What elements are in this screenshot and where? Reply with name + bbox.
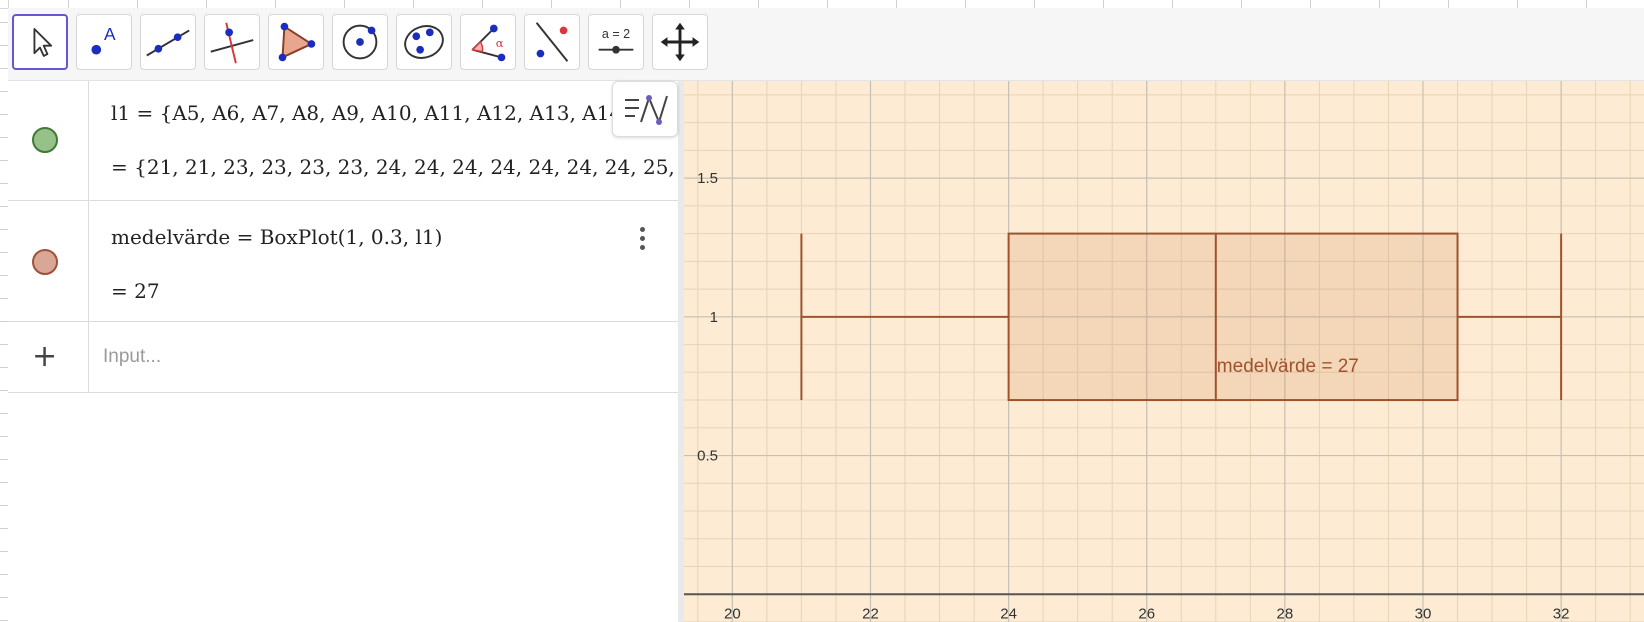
circle-center-point-tool-icon (342, 24, 378, 60)
x-tick-label: 26 (1138, 605, 1155, 622)
graphics-canvas[interactable]: 20 22 24 26 28 30 32 0.5 1 1.5 medelvärde = 27 (684, 81, 1644, 622)
graphics-background (684, 81, 1644, 622)
boxplot-label: medelvärde = 27 (1217, 356, 1359, 377)
y-tick-label: 1.5 (697, 170, 718, 187)
polygon-tool-icon (278, 22, 316, 62)
medelvarde-value: = 27 (111, 279, 160, 303)
slider-tool-icon: a = 2 (598, 27, 634, 54)
visibility-toggle-l1[interactable] (32, 127, 58, 153)
algebra-row-l1[interactable]: l1 = {A5, A6, A7, A8, A9, A10, A11, A12,… (8, 81, 678, 201)
algebra-row-gutter: + (8, 322, 89, 392)
polygon-tool-button[interactable] (268, 14, 324, 70)
algebra-row-medelvarde[interactable]: medelvärde = BoxPlot(1, 0.3, l1) = 27 (8, 201, 678, 322)
perpendicular-line-tool-button[interactable] (204, 14, 260, 70)
x-tick-label: 20 (724, 605, 741, 622)
graphics-style-bar-button[interactable] (612, 81, 678, 137)
visibility-toggle-medelvarde[interactable] (32, 249, 58, 275)
algebra-view: l1 = {A5, A6, A7, A8, A9, A10, A11, A12,… (8, 81, 684, 622)
algebra-row-gutter (8, 81, 89, 200)
y-tick-label: 0.5 (697, 448, 718, 465)
graph-toggle-icon (625, 95, 668, 125)
algebra-row-gutter (8, 201, 89, 321)
move-tool-button[interactable] (12, 14, 68, 70)
graphics-view[interactable]: 20 22 24 26 28 30 32 0.5 1 1.5 medelvärde = 27 (684, 81, 1644, 622)
medelvarde-definition[interactable]: medelvärde = BoxPlot(1, 0.3, l1) (111, 225, 443, 249)
reflect-tool-button[interactable] (524, 14, 580, 70)
slider-tool-button[interactable]: a = 2 (588, 14, 644, 70)
slider-tool-label: a = 2 (602, 27, 630, 41)
move-tool-icon (33, 28, 53, 57)
x-tick-label: 22 (862, 605, 879, 622)
algebra-input-field[interactable]: Input... (103, 346, 162, 367)
angle-tool-icon: α (471, 24, 506, 62)
x-tick-label: 30 (1415, 605, 1432, 622)
conic-tool-button[interactable] (396, 14, 452, 70)
x-tick-label: 28 (1277, 605, 1294, 622)
move-graphics-view-tool-button[interactable] (652, 14, 708, 70)
x-tick-label: 32 (1553, 605, 1570, 622)
more-options-icon[interactable] (640, 227, 646, 255)
x-tick-label: 24 (1000, 605, 1017, 622)
line-tool-button[interactable] (140, 14, 196, 70)
boxplot-box (1007, 232, 1459, 402)
l1-value: = {21, 21, 23, 23, 23, 23, 24, 24, 24, 2… (111, 155, 676, 179)
conic-five-points-tool-icon (404, 25, 444, 59)
circle-tool-button[interactable] (332, 14, 388, 70)
perpendicular-line-tool-icon (210, 22, 254, 64)
line-tool-icon (146, 29, 190, 57)
l1-definition[interactable]: l1 = {A5, A6, A7, A8, A9, A10, A11, A12,… (111, 101, 621, 125)
toolbar: A (8, 8, 1644, 81)
y-tick-label: 1 (710, 309, 718, 326)
move-graphics-view-tool-icon (660, 22, 700, 62)
angle-tool-label: α (496, 36, 504, 50)
plus-icon[interactable]: + (32, 339, 58, 374)
point-tool-button[interactable]: A (76, 14, 132, 70)
angle-tool-button[interactable]: α (460, 14, 516, 70)
point-tool-label: A (104, 24, 116, 44)
point-tool-icon: A (91, 24, 116, 55)
reflect-tool-icon (535, 22, 569, 62)
algebra-input-row[interactable]: + Input... (8, 322, 678, 393)
